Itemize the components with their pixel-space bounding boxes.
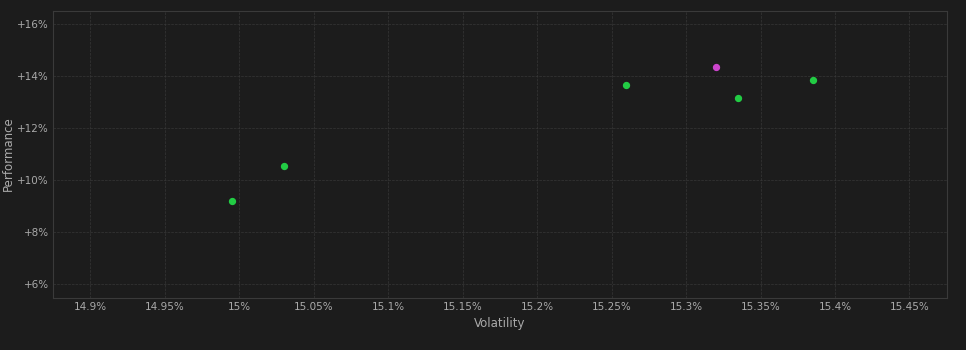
- Point: [708, 64, 724, 69]
- Y-axis label: Performance: Performance: [1, 117, 14, 191]
- Point: [730, 95, 746, 101]
- Point: [805, 77, 820, 83]
- X-axis label: Volatility: Volatility: [474, 317, 526, 330]
- Point: [224, 198, 240, 204]
- Point: [619, 82, 635, 88]
- Point: [276, 163, 292, 169]
